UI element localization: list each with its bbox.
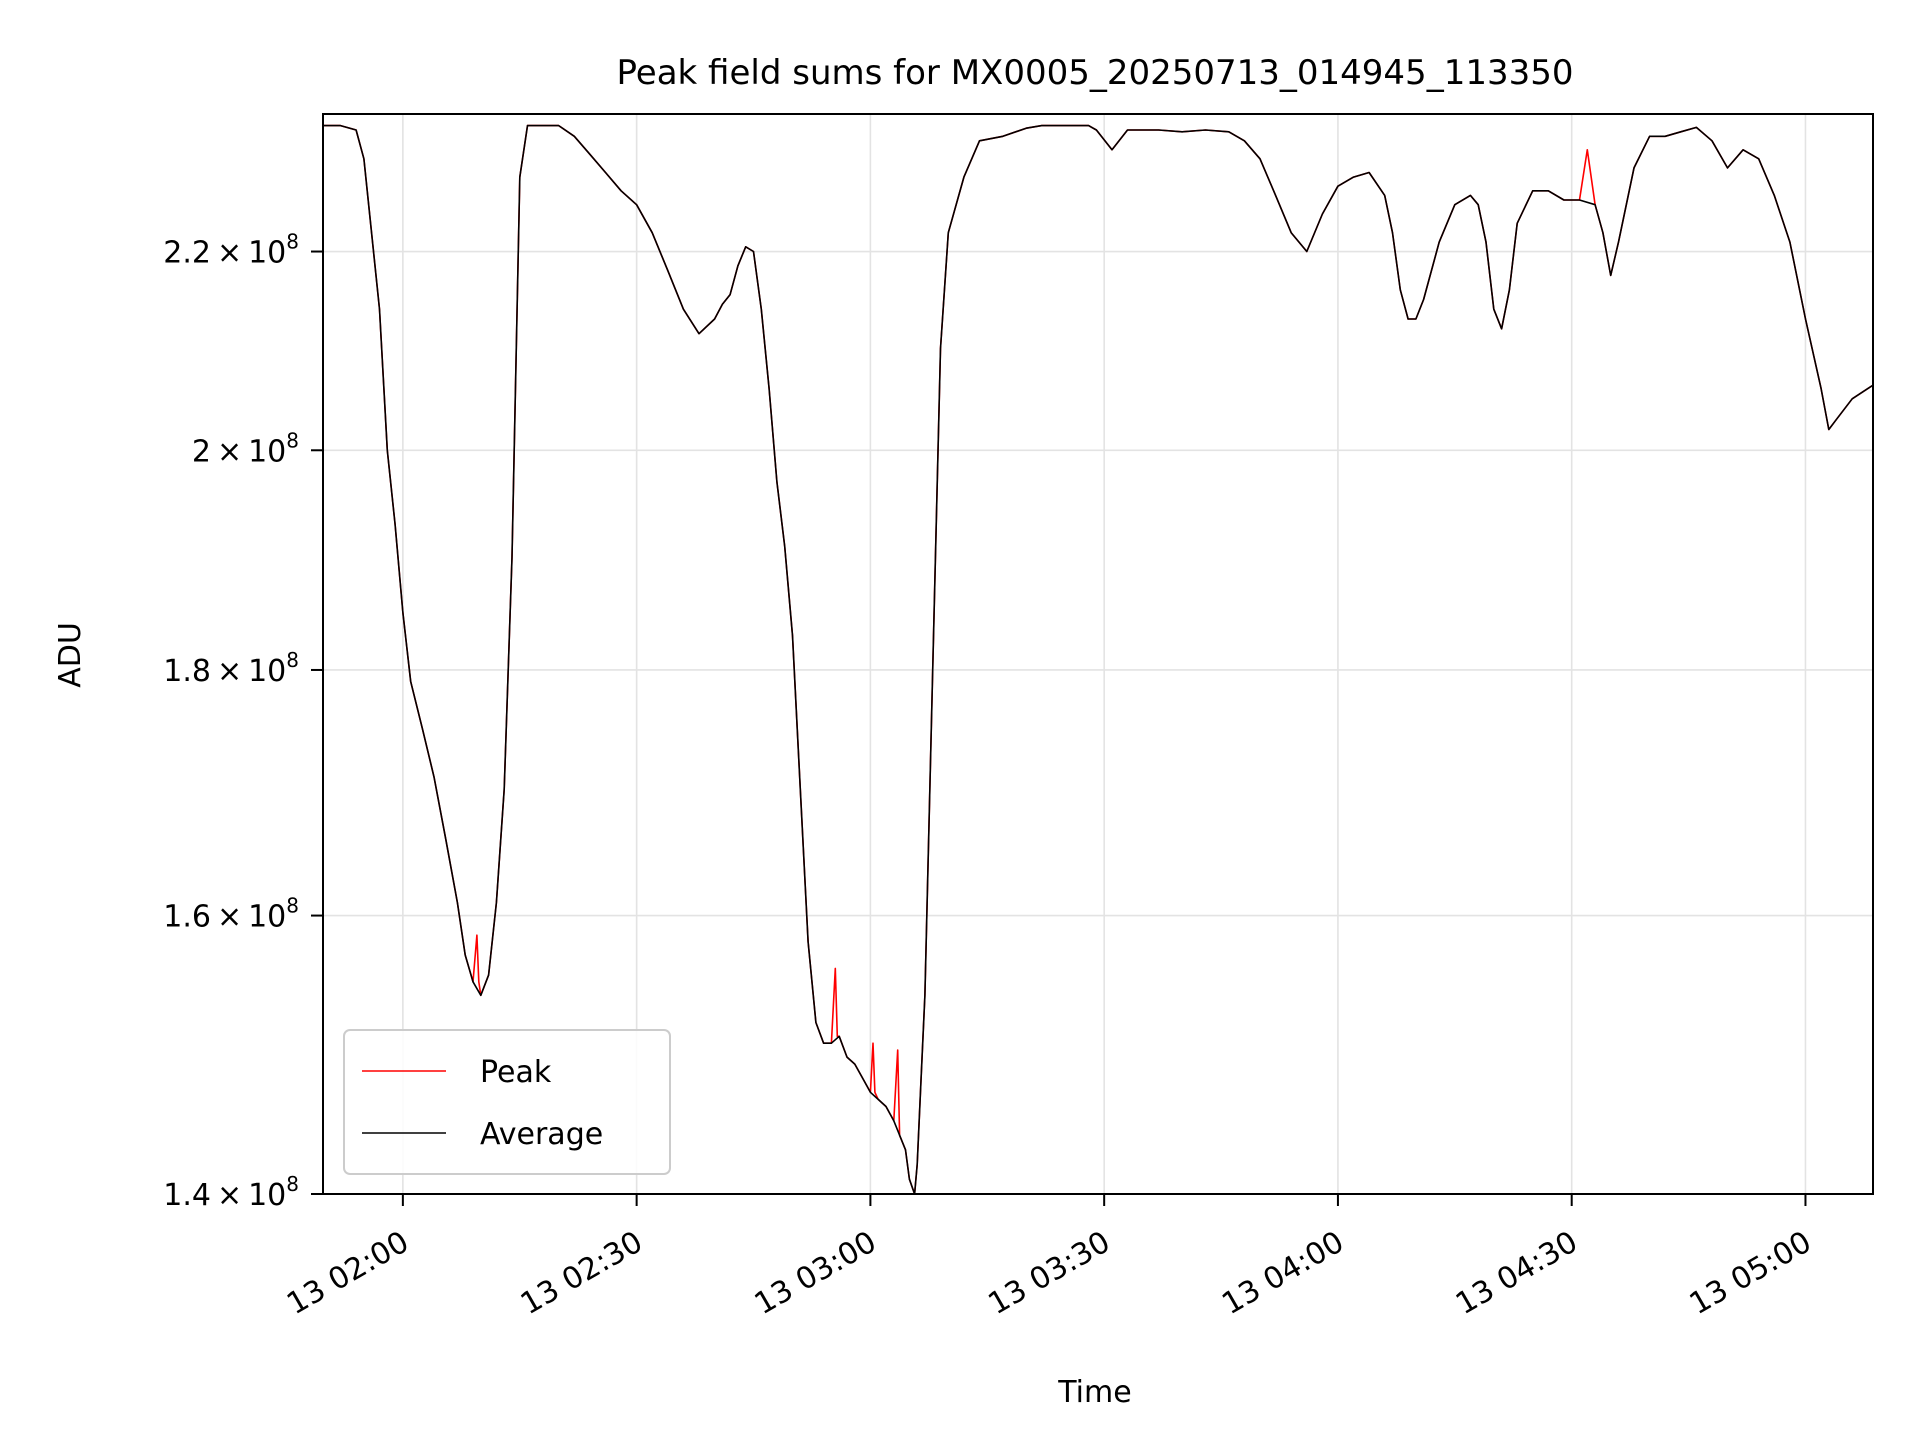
y-tick-label: 1.8 × 108 <box>163 648 299 689</box>
legend: Peak Average <box>343 1029 671 1175</box>
y-tick-label: 1.4 × 108 <box>163 1172 299 1213</box>
y-tick-label: 2.2 × 108 <box>163 230 299 271</box>
series-line-average <box>323 124 1873 1194</box>
series-lines <box>323 124 1873 1194</box>
y-axis-label: ADU <box>53 622 88 688</box>
axes-frame <box>322 113 1874 1195</box>
y-tick-label: 2 × 108 <box>192 428 299 469</box>
grid <box>323 114 1873 1195</box>
legend-label-average: Average <box>480 1117 603 1152</box>
y-tick-label: 1.6 × 108 <box>163 894 299 935</box>
legend-label-peak: Peak <box>480 1055 552 1090</box>
y-axis-ticks: 1.4 × 108 1.6 × 108 1.8 × 108 2 × 108 2.2 × … <box>163 230 323 1213</box>
legend-box <box>343 1029 671 1175</box>
chart-title: Peak field sums for MX0005_20250713_0149… <box>617 53 1574 93</box>
x-axis-label: Time <box>1057 1375 1131 1410</box>
